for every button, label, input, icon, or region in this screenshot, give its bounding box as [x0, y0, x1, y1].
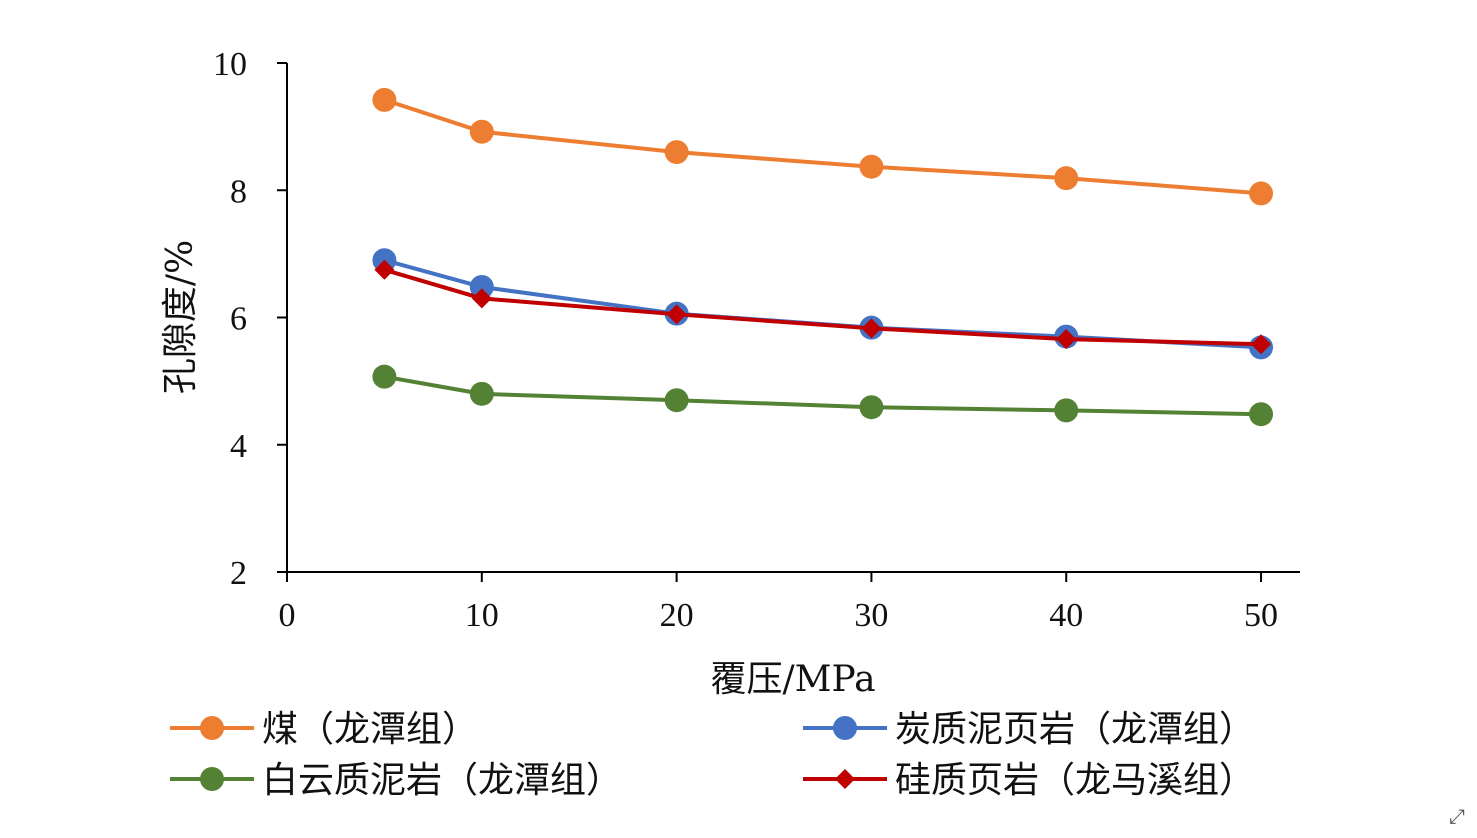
data-point: [372, 87, 397, 112]
series-line: [384, 374, 1262, 417]
x-tick-label: 0: [279, 597, 296, 634]
series-layer: [372, 87, 1274, 427]
data-point: [1251, 334, 1272, 355]
legend-item-4: 硅质页岩（龙马溪组）: [803, 760, 1255, 801]
series-3: [372, 364, 1274, 427]
data-point: [469, 381, 494, 406]
x-axis-title: 覆压/MPa: [710, 659, 875, 700]
legend-label: 煤（龙潭组）: [262, 709, 478, 750]
data-point: [471, 288, 492, 309]
data-point: [666, 304, 687, 325]
legend-label: 炭质泥页岩（龙潭组）: [895, 709, 1255, 750]
series-1: [372, 87, 1274, 206]
legend-item-3: 白云质泥岩（龙潭组）: [170, 760, 622, 801]
data-point: [1249, 181, 1274, 206]
data-point: [859, 154, 884, 179]
data-point: [374, 259, 395, 280]
legend-marker: [835, 769, 855, 789]
legend-marker: [200, 767, 224, 791]
x-tick-label: 10: [465, 597, 499, 634]
data-point: [1054, 166, 1079, 191]
legend-label: 白云质泥岩（龙潭组）: [262, 760, 622, 801]
series-line: [383, 98, 1262, 196]
legend-item-2: 炭质泥页岩（龙潭组）: [803, 709, 1255, 750]
x-tick-label: 30: [854, 597, 888, 634]
data-point: [1054, 398, 1079, 423]
y-tick-label: 8: [230, 173, 247, 210]
expand-icon[interactable]: ⤢: [1449, 804, 1465, 828]
data-point: [372, 364, 397, 389]
data-point: [859, 395, 884, 420]
data-point: [861, 318, 882, 339]
y-tick-label: 6: [230, 301, 247, 338]
data-point: [1249, 402, 1274, 427]
legend-label: 硅质页岩（龙马溪组）: [895, 760, 1255, 801]
data-point: [469, 274, 494, 299]
y-tick-label: 4: [230, 428, 247, 465]
x-tick-label: 40: [1049, 597, 1083, 634]
y-axis-title: 孔隙度/%: [160, 240, 201, 394]
y-tick-label: 10: [213, 46, 247, 83]
x-tick-label: 50: [1244, 597, 1278, 634]
y-tick-label: 2: [230, 555, 247, 592]
axes: 2 4 6 8 10 0 10 20 30 40 50: [213, 46, 1300, 634]
legend-marker: [200, 716, 224, 740]
data-point: [664, 388, 689, 413]
data-point: [469, 119, 494, 144]
series-4: [374, 259, 1272, 355]
data-point: [664, 140, 689, 165]
legend-item-1: 煤（龙潭组）: [170, 709, 478, 750]
series-line: [383, 258, 1262, 350]
data-point: [1056, 329, 1077, 350]
x-tick-label: 20: [660, 597, 694, 634]
legend: 煤（龙潭组） 炭质泥页岩（龙潭组） 白云质泥岩（龙潭组） 硅质页岩（龙马溪组）: [170, 709, 1255, 801]
legend-marker: [833, 716, 857, 740]
series-line: [383, 267, 1262, 347]
